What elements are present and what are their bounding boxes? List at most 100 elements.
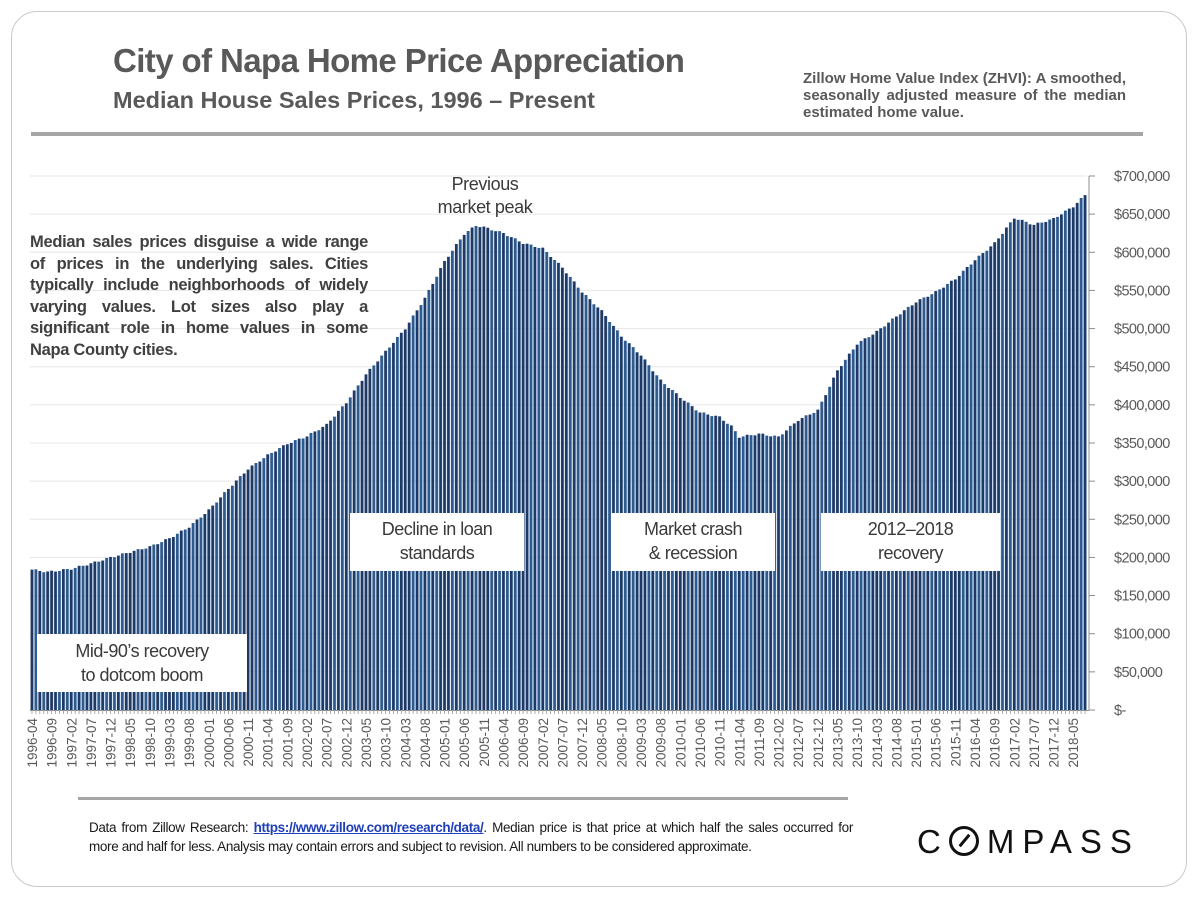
bar-highlight: [1054, 217, 1056, 710]
bar: [289, 442, 293, 710]
bar-highlight: [575, 281, 577, 710]
bar: [329, 420, 333, 710]
annotation-loan-standards: Decline in loan standards: [350, 513, 524, 571]
bar: [906, 306, 910, 710]
bar: [340, 406, 344, 710]
bar-highlight: [1007, 227, 1009, 711]
bar: [957, 275, 961, 710]
y-axis: $- $50,000 $100,000 $150,000 $200,000 $250,00…: [1088, 169, 1171, 719]
bar: [816, 409, 820, 710]
bar: [946, 283, 949, 710]
bar: [1012, 218, 1016, 711]
bar: [1028, 224, 1032, 710]
bar-highlight: [111, 556, 113, 710]
bar: [553, 260, 556, 710]
bar: [1020, 219, 1024, 710]
bar: [796, 421, 800, 710]
bar: [117, 555, 120, 710]
bar: [124, 553, 128, 710]
bar-highlight: [811, 414, 812, 710]
bar: [769, 436, 773, 710]
bar: [1005, 227, 1008, 711]
bar: [1071, 207, 1075, 710]
bar: [317, 430, 321, 710]
bar-highlight: [1003, 233, 1005, 710]
bar-highlight: [469, 230, 471, 711]
bar: [482, 226, 486, 710]
bar-highlight: [984, 253, 985, 710]
bar-highlight: [257, 463, 258, 710]
bar: [1083, 195, 1087, 710]
bar-highlight: [292, 442, 294, 710]
bar-highlight: [933, 294, 934, 710]
bar-highlight: [426, 297, 427, 710]
bar: [741, 436, 745, 710]
bar-highlight: [229, 488, 231, 710]
y-tick-label: $550,000: [1114, 283, 1170, 299]
bar-highlight: [268, 454, 270, 710]
bar: [1040, 222, 1044, 710]
median-prices-note: Median sales prices disguise a wide rang…: [30, 233, 368, 359]
bar: [309, 432, 313, 710]
x-tick-label: 1999-03: [163, 718, 178, 768]
bar-highlight: [170, 538, 172, 710]
bar-highlight: [956, 279, 958, 710]
bar-highlight: [276, 451, 278, 710]
bar: [152, 544, 156, 710]
source-suffix: . Median price is that price at which ha…: [89, 820, 853, 854]
y-tick-label: $650,000: [1114, 207, 1170, 223]
y-tick-label: $150,000: [1114, 589, 1170, 605]
bar-highlight: [123, 553, 125, 710]
bar-highlight: [174, 536, 176, 710]
bar: [443, 260, 446, 710]
bar: [305, 436, 309, 710]
bar: [784, 430, 788, 710]
bar-highlight: [1086, 195, 1088, 710]
bar-highlight: [1015, 218, 1017, 711]
bar-highlight: [571, 276, 573, 710]
bar-highlight: [453, 250, 455, 711]
zillow-research-link[interactable]: https://www.zillow.com/research/data/: [253, 820, 484, 835]
bar: [898, 314, 902, 710]
x-tick-label: 2004-08: [418, 718, 433, 768]
bar: [561, 267, 564, 710]
x-tick-label: 2001-04: [261, 718, 276, 768]
bar: [965, 266, 969, 710]
bar: [466, 230, 470, 711]
y-tick-label: $300,000: [1114, 474, 1170, 490]
bar: [450, 250, 454, 711]
bar: [297, 438, 301, 710]
bar-highlight: [331, 420, 333, 710]
bar: [753, 435, 757, 710]
bar: [164, 539, 167, 710]
x-tick-label: 2016-04: [968, 718, 983, 768]
bar-highlight: [288, 444, 290, 710]
bar-highlight: [308, 436, 310, 710]
bar-highlight: [492, 230, 494, 710]
bar: [588, 299, 592, 710]
x-tick-label: 2005-11: [477, 718, 492, 767]
bar: [478, 227, 482, 711]
bar-highlight: [599, 307, 600, 710]
x-tick-label: 2018-05: [1066, 718, 1081, 768]
bar: [144, 548, 148, 710]
y-tick-label: $350,000: [1114, 436, 1170, 452]
x-tick-label: 2017-02: [1007, 718, 1022, 768]
bar-highlight: [422, 305, 423, 710]
bar-highlight: [233, 485, 235, 710]
bar: [537, 247, 541, 710]
bar: [564, 273, 568, 710]
annotation-market-crash: Market crash & recession: [611, 513, 775, 571]
bar-highlight: [485, 226, 486, 710]
bar: [950, 280, 953, 710]
bar-highlight: [162, 542, 164, 710]
bar: [258, 461, 262, 710]
x-tick-label: 2017-12: [1047, 718, 1062, 768]
bar: [140, 549, 144, 710]
bar: [737, 437, 741, 710]
bar: [1067, 208, 1071, 710]
bar-highlight: [127, 553, 129, 710]
bar: [580, 292, 584, 710]
x-tick-label: 2005-06: [457, 718, 472, 768]
